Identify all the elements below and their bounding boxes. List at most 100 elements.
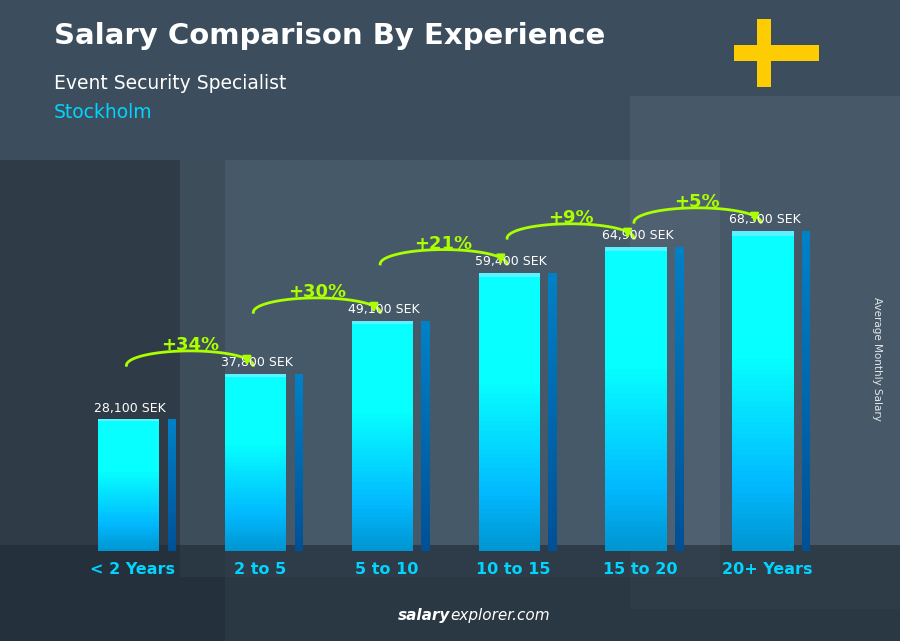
Bar: [294, 433, 303, 436]
Bar: [352, 451, 413, 455]
Bar: [479, 315, 540, 319]
Bar: [167, 439, 176, 442]
Bar: [421, 420, 430, 424]
Bar: [421, 363, 430, 367]
Text: 37,800 SEK: 37,800 SEK: [220, 356, 292, 369]
Bar: [675, 363, 684, 369]
Bar: [802, 530, 811, 535]
Bar: [548, 547, 557, 551]
Bar: [225, 480, 286, 483]
Bar: [675, 283, 684, 287]
Bar: [421, 478, 430, 482]
Bar: [98, 422, 159, 424]
Bar: [421, 401, 430, 405]
Bar: [733, 237, 794, 242]
Text: 64,900 SEK: 64,900 SEK: [602, 229, 673, 242]
Bar: [421, 501, 430, 505]
Bar: [802, 343, 811, 348]
Bar: [98, 534, 159, 536]
Bar: [479, 310, 540, 315]
Bar: [225, 395, 286, 397]
Bar: [167, 465, 176, 468]
Bar: [98, 419, 159, 422]
Bar: [421, 463, 430, 467]
Bar: [352, 544, 413, 547]
Bar: [225, 436, 286, 439]
Bar: [294, 540, 303, 542]
Bar: [606, 247, 667, 251]
Bar: [733, 530, 794, 535]
Bar: [606, 394, 667, 399]
Bar: [352, 394, 413, 397]
Bar: [548, 458, 557, 463]
Bar: [675, 445, 684, 450]
Bar: [802, 306, 811, 311]
Bar: [802, 498, 811, 503]
Bar: [479, 524, 540, 528]
Bar: [733, 279, 794, 285]
Bar: [548, 542, 557, 547]
Bar: [675, 414, 684, 419]
Bar: [294, 495, 303, 498]
Bar: [733, 364, 794, 370]
Bar: [733, 258, 794, 263]
Bar: [548, 500, 557, 505]
Text: +34%: +34%: [161, 336, 219, 354]
Bar: [98, 442, 159, 444]
Bar: [98, 454, 159, 457]
Bar: [167, 442, 176, 444]
Bar: [675, 374, 684, 379]
Bar: [225, 410, 286, 412]
Text: Salary Comparison By Experience: Salary Comparison By Experience: [54, 22, 605, 51]
Bar: [294, 436, 303, 439]
Bar: [733, 498, 794, 503]
Bar: [802, 412, 811, 418]
Bar: [225, 374, 286, 377]
Bar: [352, 474, 413, 478]
Bar: [167, 419, 176, 422]
Bar: [167, 424, 176, 426]
Bar: [98, 545, 159, 547]
Bar: [98, 459, 159, 462]
Bar: [225, 465, 286, 469]
Bar: [675, 323, 684, 328]
Bar: [225, 531, 286, 533]
Bar: [733, 412, 794, 418]
Bar: [479, 305, 540, 310]
Bar: [802, 402, 811, 407]
Bar: [294, 463, 303, 465]
Bar: [167, 463, 176, 465]
Bar: [294, 492, 303, 495]
Bar: [352, 467, 413, 470]
Bar: [802, 428, 811, 434]
Bar: [606, 348, 667, 353]
Bar: [352, 420, 413, 424]
Bar: [802, 364, 811, 370]
Bar: [548, 487, 557, 491]
Bar: [548, 431, 557, 435]
Bar: [548, 454, 557, 458]
Bar: [294, 430, 303, 433]
Bar: [479, 347, 540, 352]
Bar: [98, 542, 159, 545]
Bar: [294, 380, 303, 383]
Bar: [606, 465, 667, 470]
Bar: [675, 394, 684, 399]
Text: 59,400 SEK: 59,400 SEK: [475, 255, 546, 268]
Bar: [98, 444, 159, 446]
Bar: [606, 292, 667, 297]
Bar: [733, 434, 794, 439]
Bar: [167, 536, 176, 538]
Bar: [294, 519, 303, 522]
Bar: [479, 481, 540, 487]
Bar: [421, 340, 430, 344]
Bar: [606, 369, 667, 374]
Bar: [98, 483, 159, 485]
Bar: [352, 337, 413, 340]
Bar: [606, 506, 667, 511]
Bar: [167, 542, 176, 545]
Bar: [802, 327, 811, 333]
Bar: [802, 482, 811, 487]
Bar: [352, 348, 413, 352]
Bar: [294, 533, 303, 537]
